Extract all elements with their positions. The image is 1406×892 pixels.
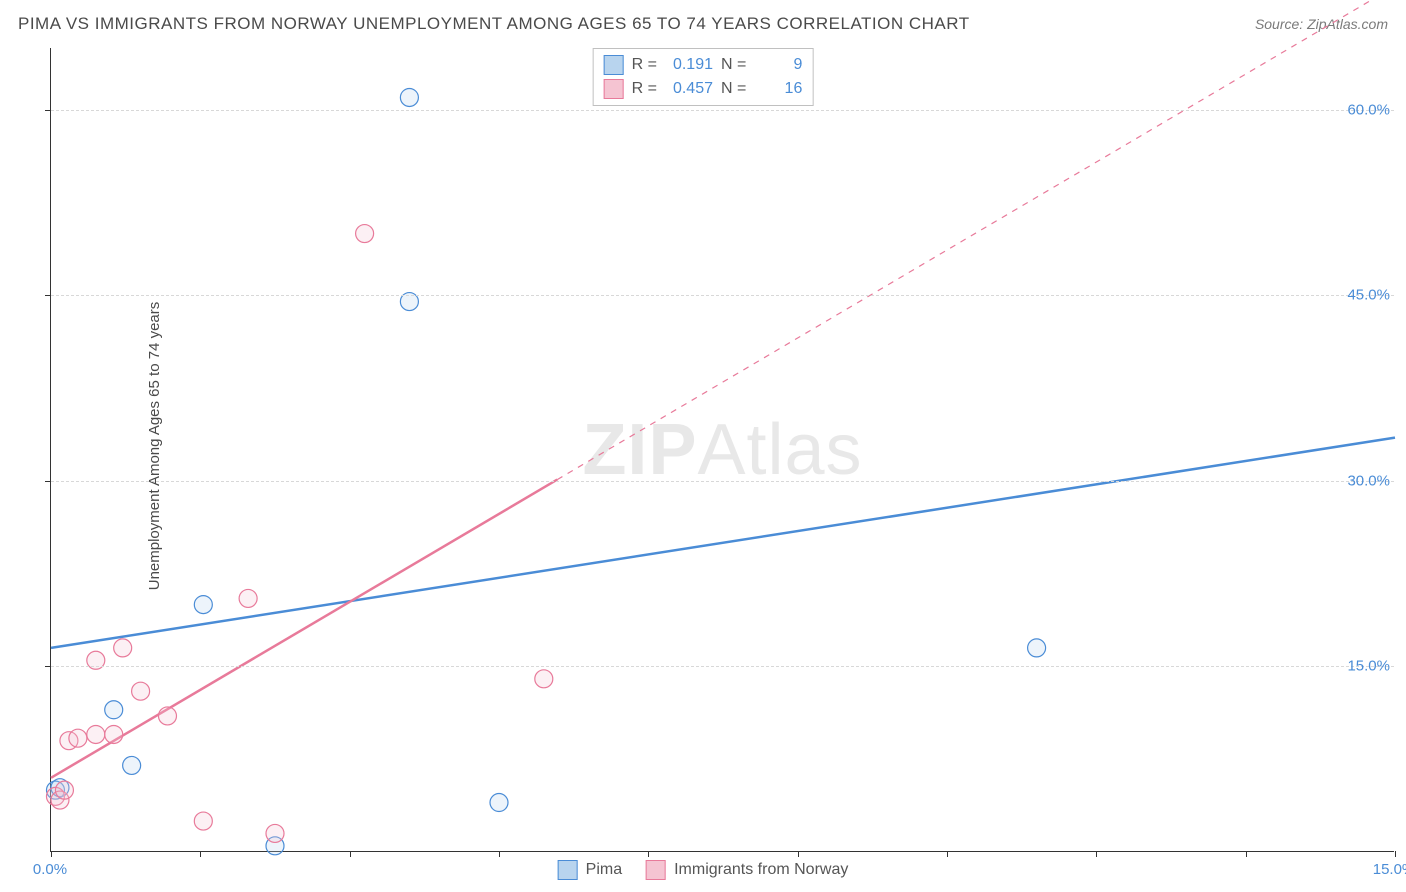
legend-swatch <box>646 860 666 880</box>
legend-label: Pima <box>586 861 622 879</box>
legend-swatch <box>604 55 624 75</box>
n-label: N = <box>721 56 746 74</box>
stats-legend: R = 0.191 N = 9 R = 0.457 N = 16 <box>593 48 814 106</box>
n-value: 9 <box>754 56 802 74</box>
legend-swatch <box>604 79 624 99</box>
series-legend: Pima Immigrants from Norway <box>558 860 849 880</box>
y-tick-label: 15.0% <box>1347 658 1390 675</box>
legend-swatch <box>558 860 578 880</box>
r-label: R = <box>632 56 657 74</box>
plot-area: ZIPAtlas <box>50 48 1394 852</box>
r-value: 0.457 <box>665 80 713 98</box>
y-tick-label: 60.0% <box>1347 101 1390 118</box>
legend-item: Immigrants from Norway <box>646 860 848 880</box>
n-value: 16 <box>754 80 802 98</box>
legend-item: Pima <box>558 860 622 880</box>
y-tick-label: 30.0% <box>1347 472 1390 489</box>
x-tick-label: 15.0% <box>1373 861 1406 878</box>
n-label: N = <box>721 80 746 98</box>
y-tick-label: 45.0% <box>1347 287 1390 304</box>
chart-canvas <box>51 48 1394 851</box>
r-label: R = <box>632 80 657 98</box>
source-attribution: Source: ZipAtlas.com <box>1255 16 1388 32</box>
legend-label: Immigrants from Norway <box>674 861 848 879</box>
chart-title: PIMA VS IMMIGRANTS FROM NORWAY UNEMPLOYM… <box>18 14 970 34</box>
stats-row: R = 0.191 N = 9 <box>604 53 803 77</box>
r-value: 0.191 <box>665 56 713 74</box>
x-tick-label: 0.0% <box>33 861 67 878</box>
stats-row: R = 0.457 N = 16 <box>604 77 803 101</box>
